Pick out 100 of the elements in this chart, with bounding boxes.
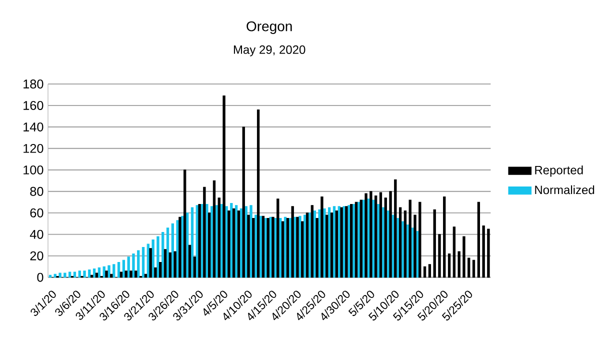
bar — [54, 274, 56, 278]
bar — [110, 274, 113, 278]
bar — [144, 274, 148, 278]
bar — [166, 228, 170, 278]
bar — [350, 204, 353, 278]
bar — [360, 200, 362, 278]
bar — [472, 260, 476, 278]
bar — [256, 110, 260, 278]
y-tick-label: 180 — [24, 80, 44, 88]
bar — [237, 210, 240, 278]
y-tick-label: 100 — [24, 165, 44, 174]
bar — [198, 204, 201, 278]
bar — [379, 192, 382, 278]
bar — [272, 216, 274, 278]
bar — [134, 270, 138, 278]
bar — [127, 256, 130, 278]
bar — [90, 274, 94, 278]
bar — [316, 218, 318, 278]
bar — [389, 191, 392, 278]
bar — [428, 264, 432, 278]
bar — [108, 265, 110, 278]
bar — [117, 262, 120, 278]
bar — [354, 202, 358, 278]
y-tick-label: 60 — [30, 208, 44, 218]
bar — [468, 258, 470, 278]
bar — [320, 196, 324, 278]
bar — [212, 180, 216, 278]
chart-title: Oregon — [246, 21, 292, 34]
bar — [222, 96, 226, 278]
bar — [142, 246, 145, 278]
bar — [376, 204, 380, 278]
bar — [458, 251, 460, 278]
bar — [132, 253, 135, 278]
bar — [152, 239, 154, 278]
bar — [203, 186, 206, 278]
bar — [102, 266, 106, 278]
bar — [477, 202, 480, 278]
bar — [130, 270, 132, 278]
bar — [88, 270, 91, 278]
bar — [370, 191, 372, 278]
bar — [462, 236, 466, 278]
bar — [291, 206, 294, 278]
bar — [262, 216, 265, 278]
bar — [414, 214, 416, 278]
y-tick-label: 120 — [24, 144, 44, 153]
bar — [210, 206, 214, 278]
bar — [186, 212, 189, 278]
bar — [310, 205, 314, 278]
bar — [335, 210, 338, 278]
bar — [208, 212, 211, 278]
bar — [112, 264, 116, 278]
bar — [423, 266, 426, 278]
bar — [159, 262, 162, 278]
bar — [330, 212, 334, 278]
chart-subtitle: May 29, 2020 — [234, 45, 306, 56]
bar — [284, 216, 287, 278]
bar — [218, 198, 220, 278]
bar — [433, 209, 436, 278]
bar — [124, 270, 128, 278]
bar — [276, 198, 280, 278]
bar — [438, 234, 441, 278]
bar — [242, 126, 245, 278]
bar — [68, 272, 72, 278]
bar — [228, 210, 230, 278]
bar — [296, 216, 299, 278]
y-tick-label: 140 — [24, 122, 44, 132]
bar — [98, 267, 101, 278]
bar — [190, 207, 194, 278]
y-tick-label: 40 — [30, 230, 44, 239]
bar — [58, 272, 62, 278]
legend-label: Normalized — [535, 185, 594, 194]
bar — [92, 268, 96, 278]
bar — [178, 216, 182, 278]
bar — [308, 212, 312, 278]
bar — [234, 205, 238, 278]
bar — [384, 198, 387, 278]
bar — [374, 195, 378, 278]
bar — [352, 204, 356, 278]
bar — [64, 272, 66, 278]
bar — [452, 226, 456, 278]
bar — [487, 228, 490, 278]
bar — [266, 218, 270, 278]
bar — [156, 236, 160, 278]
bar — [120, 272, 123, 278]
bar — [247, 214, 250, 278]
bar — [95, 272, 98, 278]
bar — [83, 270, 86, 278]
bar — [184, 170, 186, 278]
bar — [394, 179, 397, 278]
bar — [78, 270, 81, 278]
bar — [306, 212, 309, 278]
bar — [301, 221, 304, 278]
bar — [443, 196, 446, 278]
bar — [168, 252, 172, 278]
bar — [164, 249, 167, 278]
bar — [418, 202, 422, 278]
bar — [398, 207, 402, 278]
bar — [174, 251, 176, 278]
bar — [149, 248, 152, 278]
legend-label: Reported — [535, 166, 583, 177]
